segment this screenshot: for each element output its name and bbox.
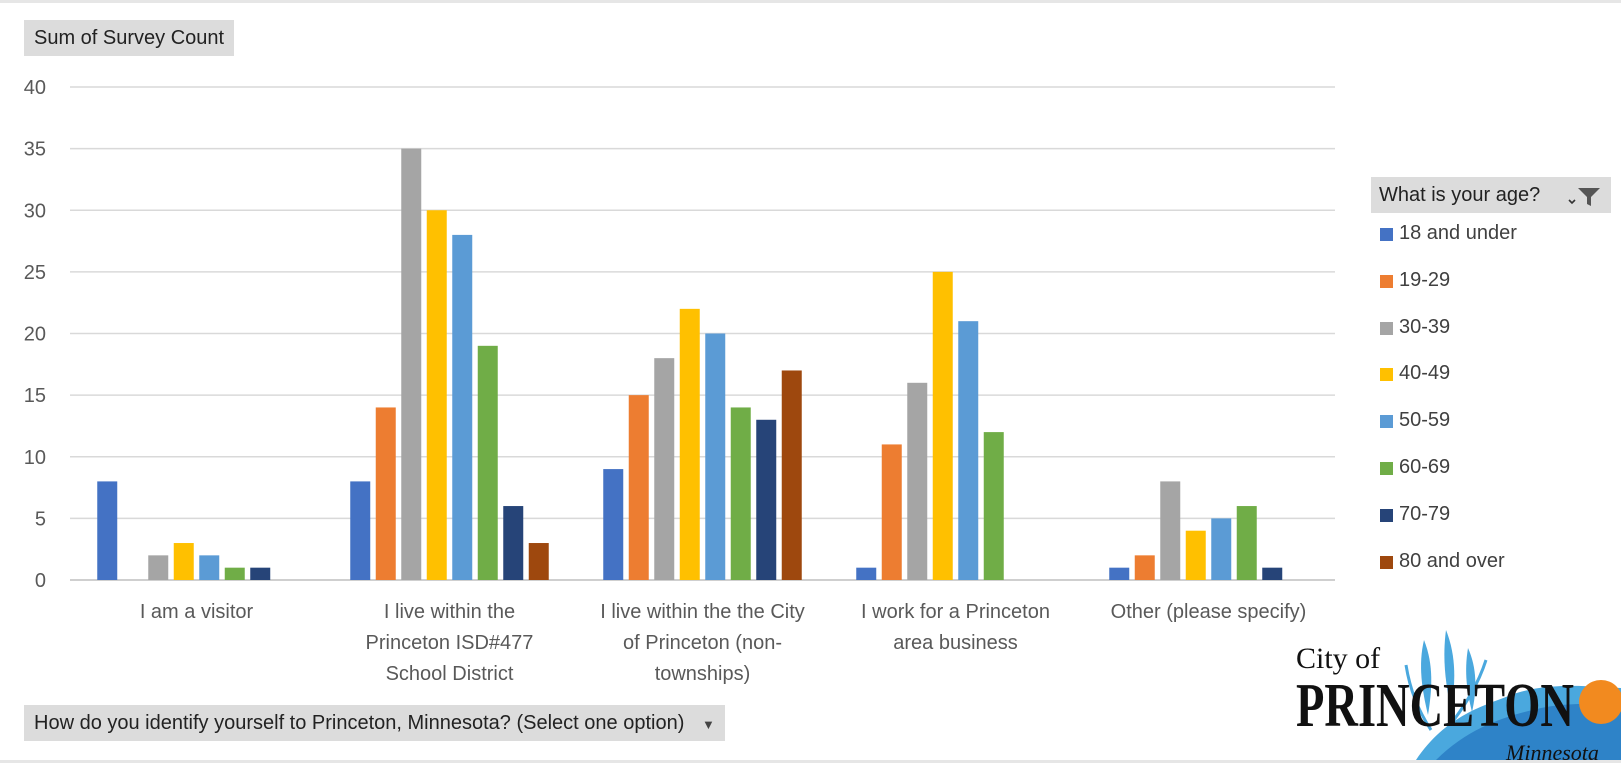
legend-item: 40-49 — [1380, 362, 1517, 409]
bar — [224, 567, 245, 580]
legend-label: 19-29 — [1399, 268, 1451, 291]
dropdown-arrow-icon[interactable]: ▼ — [701, 717, 715, 732]
bar — [1185, 530, 1206, 580]
y-tick-label: 15 — [24, 385, 46, 407]
value-field-label: Sum of Survey Count — [34, 27, 225, 49]
y-tick-label: 0 — [35, 570, 46, 592]
y-tick-label: 30 — [24, 200, 46, 222]
legend-label: 30-39 — [1399, 315, 1451, 338]
legend-label: 70-79 — [1399, 502, 1451, 525]
top-border — [0, 0, 1621, 3]
chart-legend: 18 and under 19-29 30-39 40-49 50-59 60-69 70-… — [1380, 222, 1517, 596]
legend-item: 70-79 — [1380, 503, 1517, 550]
logo-line-city-of: City of — [1296, 642, 1380, 675]
legend-field-label: What is your age? — [1379, 184, 1541, 206]
legend-item: 80 and over — [1380, 550, 1517, 597]
axis-field-label: How do you identify yourself to Princeto… — [34, 712, 685, 734]
bar — [401, 148, 422, 580]
legend-item: 30-39 — [1380, 316, 1517, 363]
x-tick-label: townships) — [655, 663, 751, 685]
bar — [477, 345, 498, 580]
legend-label: 60-69 — [1399, 455, 1451, 478]
bottom-border — [0, 760, 1621, 763]
legend-item: 18 and under — [1380, 222, 1517, 269]
bar — [528, 543, 549, 580]
legend-swatch — [1380, 228, 1393, 241]
bar — [856, 567, 877, 580]
bar — [452, 234, 473, 580]
bar — [199, 555, 220, 580]
x-tick-label: I work for a Princeton — [861, 601, 1050, 623]
bar — [1211, 518, 1232, 580]
bar — [756, 419, 777, 580]
bar — [148, 555, 169, 580]
y-tick-label: 5 — [35, 508, 46, 530]
bar — [1134, 555, 1155, 580]
logo-line-princeton: PRINCETON — [1296, 672, 1574, 740]
bar — [781, 370, 802, 580]
legend-swatch — [1380, 461, 1393, 475]
x-tick-label: I am a visitor — [140, 601, 254, 623]
legend-swatch — [1380, 274, 1393, 288]
x-tick-label: I live within the the City — [600, 601, 805, 623]
y-tick-label: 40 — [24, 77, 46, 99]
legend-item: 50-59 — [1380, 409, 1517, 456]
legend-swatch — [1380, 415, 1393, 429]
bar — [983, 432, 1004, 580]
x-tick-label: area business — [893, 632, 1018, 654]
legend-swatch — [1380, 368, 1393, 382]
bar — [705, 333, 726, 580]
bar — [1109, 567, 1130, 580]
bar — [97, 481, 118, 580]
bar — [730, 407, 751, 580]
bar — [958, 321, 979, 580]
y-tick-label: 20 — [24, 324, 46, 346]
legend-label: 40-49 — [1399, 362, 1451, 385]
x-tick-label: School District — [386, 663, 514, 685]
y-tick-label: 25 — [24, 262, 46, 284]
logo-line-minnesota: Minnesota — [1505, 740, 1599, 763]
bar — [932, 271, 953, 580]
axis-field-button[interactable]: How do you identify yourself to Princeto… — [24, 705, 725, 741]
x-tick-label: of Princeton (non- — [623, 632, 782, 654]
city-logo: City of PRINCETON Minnesota — [1296, 630, 1621, 763]
bar — [426, 210, 447, 580]
bar — [350, 481, 371, 580]
bar — [881, 444, 902, 580]
legend-field-button[interactable]: What is your age? — [1371, 177, 1611, 213]
bar — [1160, 481, 1181, 580]
x-tick-label: Other (please specify) — [1111, 601, 1307, 623]
bar — [628, 395, 649, 580]
legend-swatch — [1380, 555, 1393, 569]
value-field-button[interactable]: Sum of Survey Count — [24, 20, 235, 56]
legend-label: 80 and over — [1399, 549, 1505, 572]
legend-label: 50-59 — [1399, 409, 1451, 432]
legend-swatch — [1380, 321, 1393, 335]
bar — [250, 567, 271, 580]
y-tick-label: 10 — [24, 447, 46, 469]
bar — [907, 382, 928, 580]
x-tick-label: I live within the — [384, 601, 515, 623]
x-tick-label: Princeton ISD#477 — [366, 632, 534, 654]
bar — [1262, 567, 1283, 580]
filter-funnel-icon[interactable] — [1567, 184, 1601, 220]
legend-item: 60-69 — [1380, 456, 1517, 503]
legend-item: 19-29 — [1380, 269, 1517, 316]
bar — [1236, 506, 1257, 580]
bar — [679, 308, 700, 580]
bar — [173, 543, 194, 580]
legend-label: 18 and under — [1399, 222, 1517, 244]
bar — [603, 469, 624, 580]
bar — [503, 506, 524, 580]
y-tick-label: 35 — [24, 139, 46, 161]
bar — [654, 358, 675, 580]
bar — [375, 407, 396, 580]
legend-swatch — [1380, 508, 1393, 522]
